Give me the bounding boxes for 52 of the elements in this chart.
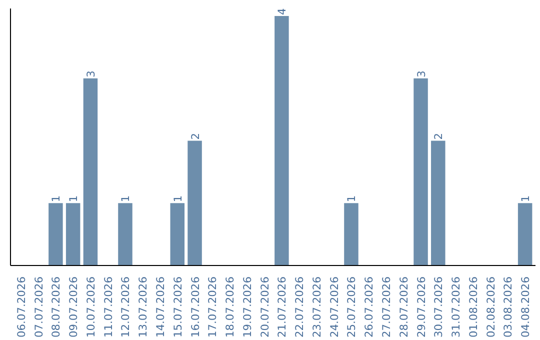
x-tick-label: 12.07.2026: [119, 276, 132, 338]
data-label: 1: [67, 195, 80, 202]
bar: [344, 203, 358, 266]
x-tick-label: 06.07.2026: [14, 276, 28, 338]
x-tick-label: 29.07.2026: [414, 276, 428, 338]
x-tick-label: 19.07.2026: [240, 276, 254, 338]
x-tick-label: 17.07.2026: [206, 276, 220, 338]
x-tick-label: 13.07.2026: [136, 276, 150, 338]
x-tick-label: 02.08.2026: [484, 276, 498, 338]
x-tick-label: 20.07.2026: [258, 276, 272, 338]
data-label: 1: [119, 195, 132, 202]
bar: [83, 78, 98, 266]
x-tick-label: 25.07.2026: [345, 276, 358, 338]
x-tick-label: 24.07.2026: [328, 276, 341, 338]
data-label: 1: [50, 195, 63, 202]
data-label: 1: [171, 195, 184, 202]
x-tick-label: 15.07.2026: [171, 276, 184, 338]
bar: [274, 16, 289, 266]
bar: [170, 203, 185, 266]
bar: [118, 203, 132, 266]
data-label: 1: [519, 195, 532, 202]
x-tick-label: 07.07.2026: [32, 276, 46, 338]
data-label: 4: [276, 8, 289, 15]
x-tick-label: 21.07.2026: [276, 276, 289, 338]
x-tick-label: 22.07.2026: [293, 276, 306, 338]
x-tick-label: 16.07.2026: [188, 276, 202, 338]
x-tick-label: 26.07.2026: [362, 276, 376, 338]
x-tick-label: 03.08.2026: [502, 276, 515, 338]
x-tick-label: 10.07.2026: [84, 276, 98, 338]
data-label: 2: [188, 132, 202, 140]
x-tick-label: 23.07.2026: [310, 276, 324, 338]
data-label: 2: [432, 132, 446, 140]
x-tick-label: 11.07.2026: [102, 276, 115, 338]
bar: [188, 140, 202, 266]
x-tick-label: 27.07.2026: [380, 276, 393, 338]
data-label: 1: [345, 195, 358, 202]
x-tick-label: 30.07.2026: [432, 276, 446, 338]
bar: [518, 203, 532, 266]
x-tick-label: 28.07.2026: [397, 276, 410, 338]
x-tick-label: 31.07.2026: [450, 276, 463, 338]
bar: [66, 203, 80, 266]
data-label: 3: [84, 70, 98, 78]
bar: [431, 140, 446, 266]
bar: [48, 203, 63, 266]
x-tick-label: 18.07.2026: [224, 276, 237, 338]
x-tick-label: 04.08.2026: [519, 276, 532, 338]
x-tick-label: 09.07.2026: [67, 276, 80, 338]
bar: [414, 78, 428, 266]
x-tick-label: 14.07.2026: [154, 276, 168, 338]
x-tick-label: 01.08.2026: [466, 276, 480, 338]
data-label: 3: [414, 70, 428, 78]
x-tick-label: 08.07.2026: [50, 276, 63, 338]
